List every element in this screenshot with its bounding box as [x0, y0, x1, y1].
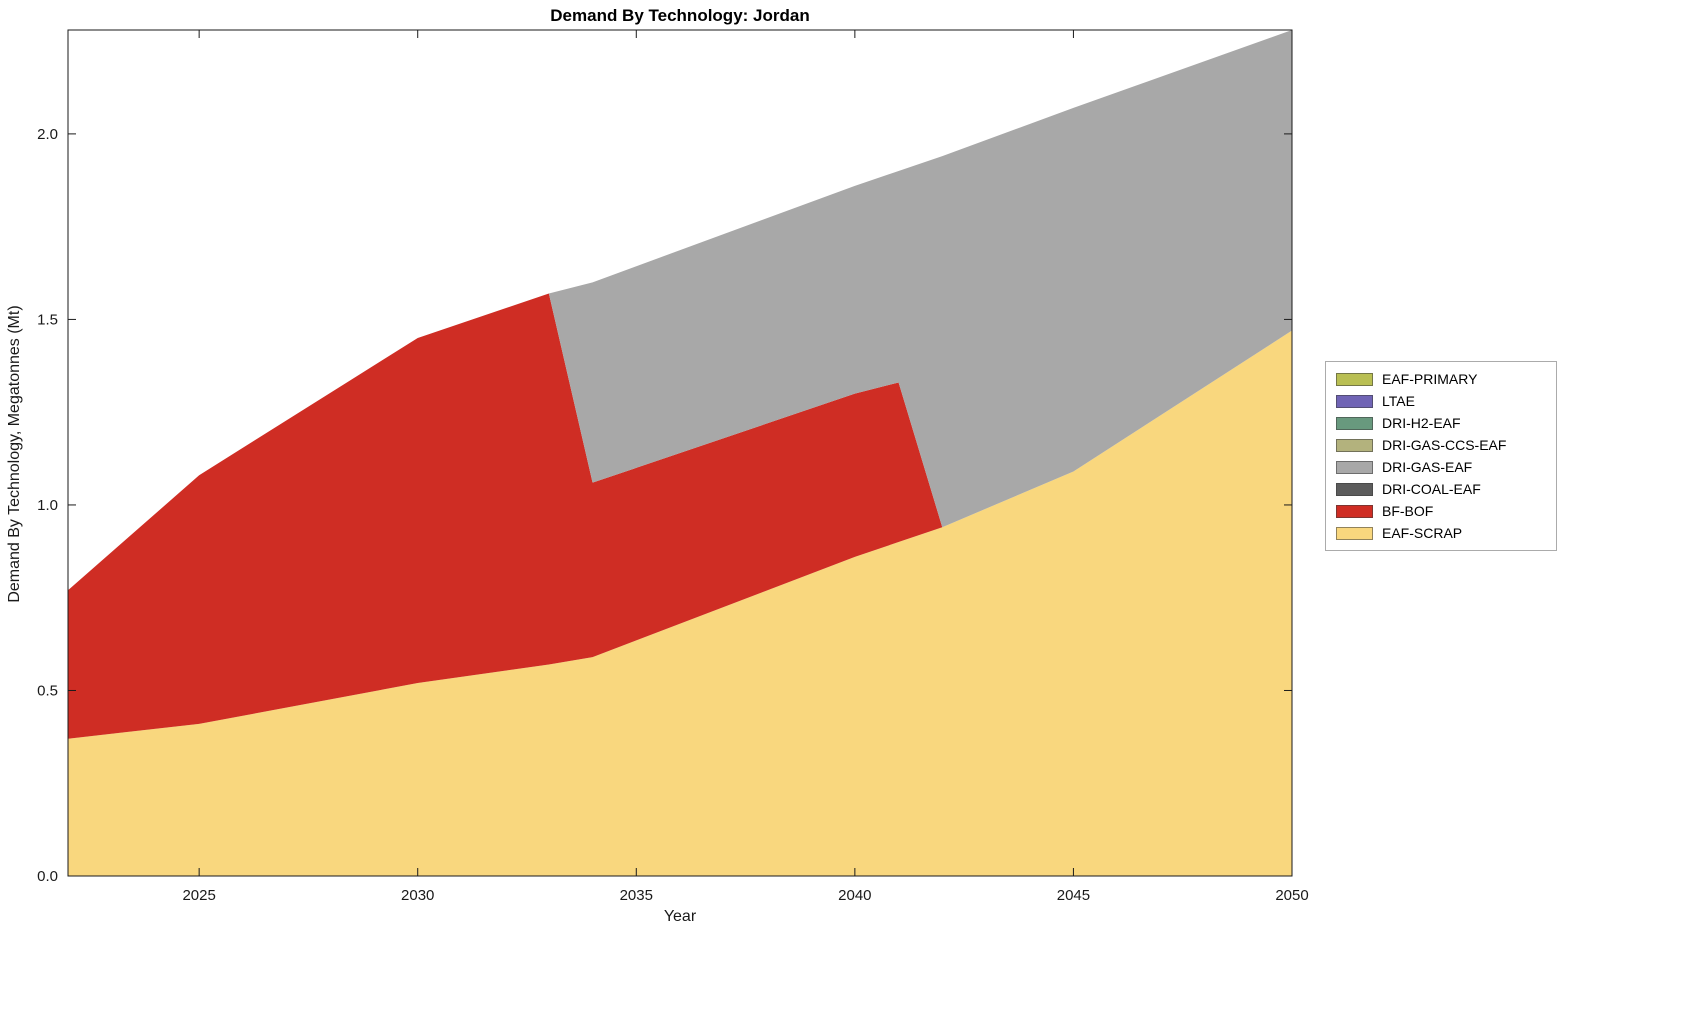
legend: EAF-PRIMARY LTAE DRI-H2-EAF DRI-GAS-CCS-EAF…: [1325, 361, 1557, 551]
chart-title: Demand By Technology: Jordan: [550, 6, 810, 25]
x-tick-label: 2035: [620, 887, 653, 904]
x-tick-label: 2045: [1057, 887, 1090, 904]
area-eaf-scrap: [68, 330, 1292, 877]
legend-item-eaf-scrap: EAF-SCRAP: [1326, 522, 1556, 544]
legend-label: DRI-H2-EAF: [1382, 415, 1461, 431]
legend-label: LTAE: [1382, 393, 1415, 409]
legend-label: EAF-SCRAP: [1382, 525, 1463, 541]
x-tick-label: 2030: [401, 887, 434, 904]
x-tick-label: 2025: [182, 887, 215, 904]
legend-swatch: [1336, 372, 1373, 386]
legend-item-ltae: LTAE: [1326, 390, 1556, 412]
legend-item-eaf-primary: EAF-PRIMARY: [1326, 368, 1556, 390]
legend-label: BF-BOF: [1382, 503, 1434, 519]
area-dri-gas-eaf: [68, 30, 1292, 591]
legend-item-dri-coal-eaf: DRI-COAL-EAF: [1326, 478, 1556, 500]
legend-item-bf-bof: BF-BOF: [1326, 500, 1556, 522]
legend-item-dri-gas-ccs-eaf: DRI-GAS-CCS-EAF: [1326, 434, 1556, 456]
x-axis-label: Year: [663, 908, 697, 925]
legend-item-dri-h2-eaf: DRI-H2-EAF: [1326, 412, 1556, 434]
x-tick-label: 2040: [838, 887, 871, 904]
legend-label: DRI-GAS-CCS-EAF: [1382, 437, 1507, 453]
legend-swatch: [1336, 460, 1373, 474]
legend-swatch: [1336, 438, 1373, 452]
y-tick-label: 0.0: [37, 868, 58, 885]
area-bf-bof: [68, 293, 1292, 739]
legend-swatch: [1336, 394, 1373, 408]
legend-label: DRI-COAL-EAF: [1382, 481, 1481, 497]
legend-item-dri-gas-eaf: DRI-GAS-EAF: [1326, 456, 1556, 478]
legend-swatch: [1336, 416, 1373, 430]
legend-swatch: [1336, 482, 1373, 496]
y-tick-label: 2.0: [37, 126, 58, 143]
y-tick-label: 0.5: [37, 682, 58, 699]
legend-label: EAF-PRIMARY: [1382, 371, 1478, 387]
y-tick-label: 1.5: [37, 311, 58, 328]
legend-swatch: [1336, 504, 1373, 518]
legend-swatch: [1336, 526, 1373, 540]
x-tick-label: 2050: [1275, 887, 1308, 904]
legend-label: DRI-GAS-EAF: [1382, 459, 1473, 475]
y-tick-label: 1.0: [37, 497, 58, 514]
plot-border: [67, 29, 1293, 877]
